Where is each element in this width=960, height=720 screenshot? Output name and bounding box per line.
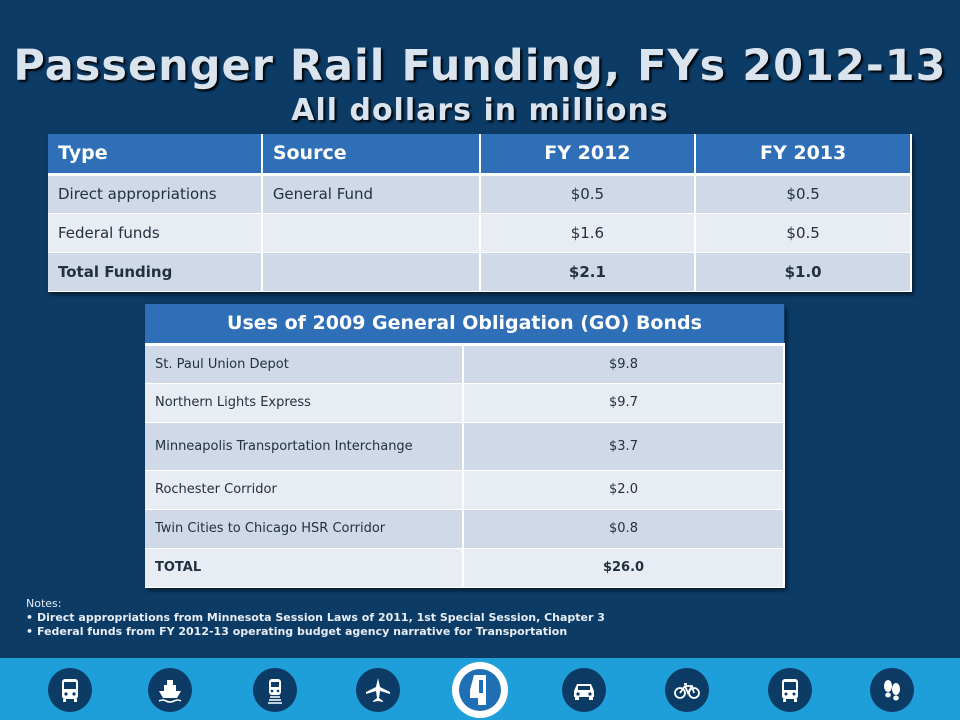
table-row: Twin Cities to Chicago HSR Corridor $0.8	[145, 509, 785, 549]
cell-amount: $2.0	[463, 470, 785, 510]
bus-icon	[48, 668, 92, 712]
funding-table-header-row: Type Source FY 2012 FY 2013	[48, 134, 912, 176]
cell-type: Direct appropriations	[48, 174, 263, 214]
cell-project: Northern Lights Express	[145, 383, 464, 423]
bicycle-icon	[665, 668, 709, 712]
table-row: St. Paul Union Depot $9.8	[145, 344, 785, 384]
note-item: Federal funds from FY 2012-13 operating …	[26, 625, 926, 639]
table-total-row: Total Funding $2.1 $1.0	[48, 252, 912, 292]
notes: Notes: Direct appropriations from Minnes…	[26, 597, 926, 639]
cell-fy2013: $1.0	[695, 252, 912, 292]
cell-source	[261, 213, 481, 253]
bonds-table-header-row: Uses of 2009 General Obligation (GO) Bon…	[145, 304, 784, 346]
cell-source: General Fund	[261, 174, 481, 214]
cell-fy2012: $2.1	[479, 252, 697, 292]
header-type: Type	[48, 134, 263, 176]
cell-project: Rochester Corridor	[145, 470, 464, 510]
header-fy2013: FY 2013	[695, 134, 912, 176]
cell-project: TOTAL	[145, 548, 464, 588]
header-fy2012: FY 2012	[479, 134, 697, 176]
cell-amount: $0.8	[463, 509, 785, 549]
cell-fy2013: $0.5	[695, 213, 912, 253]
cell-project: Twin Cities to Chicago HSR Corridor	[145, 509, 464, 549]
table-row: Minneapolis Transportation Interchange $…	[145, 422, 785, 471]
slide-title: Passenger Rail Funding, FYs 2012-13	[13, 41, 947, 91]
cell-amount: $9.8	[463, 344, 785, 384]
table-total-row: TOTAL $26.0	[145, 548, 785, 588]
cell-fy2012: $1.6	[479, 213, 697, 253]
note-item: Direct appropriations from Minnesota Ses…	[26, 611, 926, 625]
header-source: Source	[261, 134, 481, 176]
cell-source	[261, 252, 481, 292]
footprints-icon	[870, 668, 914, 712]
slide-subtitle: All dollars in millions	[291, 93, 669, 128]
car-icon	[562, 668, 606, 712]
ship-icon	[148, 668, 192, 712]
cell-amount: $9.7	[463, 383, 785, 423]
table-row: Federal funds $1.6 $0.5	[48, 213, 912, 253]
cell-type: Total Funding	[48, 252, 263, 292]
bonds-table-header: Uses of 2009 General Obligation (GO) Bon…	[145, 304, 784, 346]
mndot-seal-logo	[448, 660, 512, 720]
notes-list: Direct appropriations from Minnesota Ses…	[26, 611, 926, 639]
table-row: Direct appropriations General Fund $0.5 …	[48, 174, 912, 214]
transit-bus-icon	[768, 668, 812, 712]
cell-project: St. Paul Union Depot	[145, 344, 464, 384]
table-row: Rochester Corridor $2.0	[145, 470, 785, 510]
cell-type: Federal funds	[48, 213, 263, 253]
cell-fy2013: $0.5	[695, 174, 912, 214]
cell-project: Minneapolis Transportation Interchange	[145, 422, 464, 471]
funding-table: Type Source FY 2012 FY 2013 Direct appro…	[48, 134, 912, 292]
cell-fy2012: $0.5	[479, 174, 697, 214]
bonds-table: Uses of 2009 General Obligation (GO) Bon…	[145, 304, 785, 588]
notes-label: Notes:	[26, 597, 62, 610]
cell-amount: $3.7	[463, 422, 785, 471]
train-icon	[253, 668, 297, 712]
airplane-icon	[356, 668, 400, 712]
cell-amount: $26.0	[463, 548, 785, 588]
table-row: Northern Lights Express $9.7	[145, 383, 785, 423]
